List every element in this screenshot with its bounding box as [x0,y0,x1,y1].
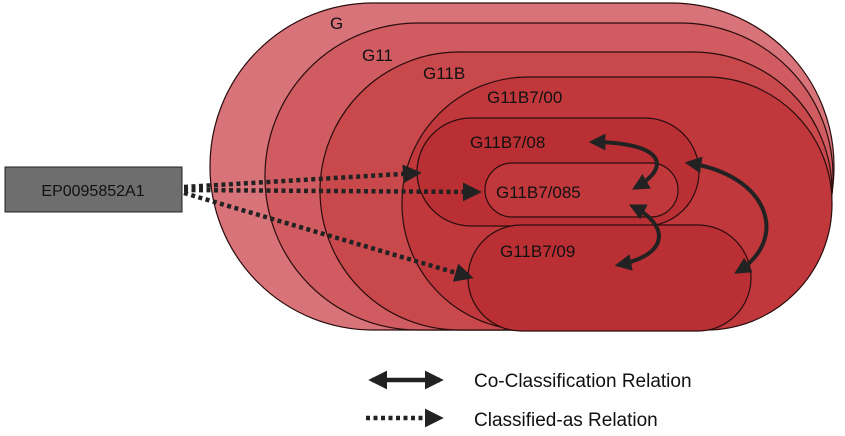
legend-co-classification-label: Co-Classification Relation [474,371,692,392]
co-classification-arrow-08-09 [684,156,769,274]
legend-classified-as-label: Classified-as Relation [474,410,658,431]
document-box [4,166,183,213]
co-classification-arrow-08-085 [588,133,659,190]
co-classification-arrow-085-09 [614,204,661,271]
class-label-g11b: G11B [423,64,465,83]
class-label-g: G [330,14,343,33]
class-label-g11b7-00: G11B7/00 [487,88,562,107]
class-label-g11b7-09: G11B7/09 [500,242,575,261]
class-label-g11b7-085: G11B7/085 [496,183,581,202]
classified-as-arrow-g11b7-08 [183,164,422,190]
class-label-g11b7-08: G11B7/08 [470,133,545,152]
class-label-g11: G11 [362,46,393,65]
classified-as-arrow-g11b7-09 [183,190,474,282]
class-g11b7-09-capsule [467,224,752,332]
document-label: EP0095852A1 [41,183,144,200]
